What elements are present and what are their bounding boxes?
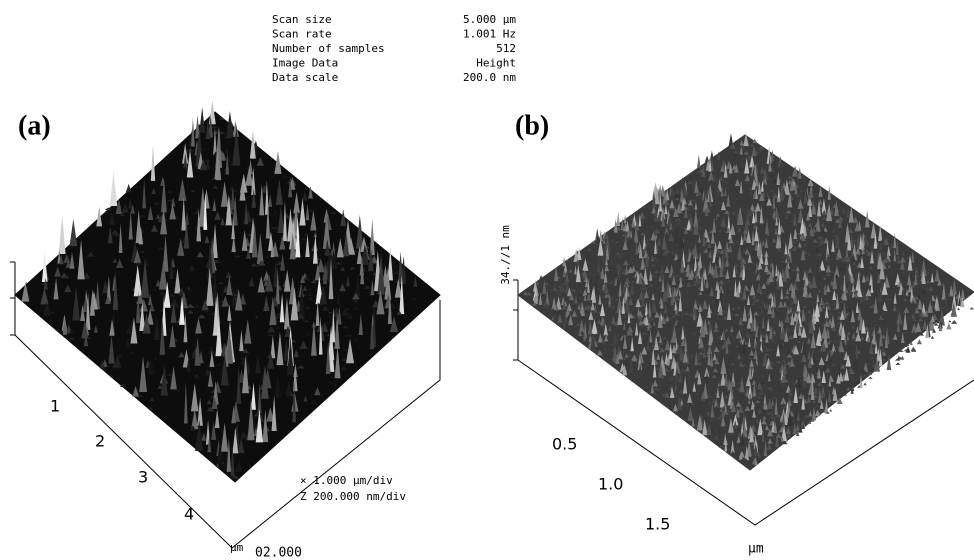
x-tick-label: 1 xyxy=(50,397,60,416)
param-value: 5.000 µm xyxy=(463,13,516,26)
surface-spike xyxy=(931,336,934,339)
param-label: Data scale xyxy=(272,71,338,84)
panel-label: (b) xyxy=(515,110,549,141)
panel-label: (a) xyxy=(18,110,51,141)
surface-spike xyxy=(863,382,866,385)
surface-spike xyxy=(917,339,922,344)
unit-label: µm xyxy=(748,542,764,557)
scale-label: Z 200.000 nm/div xyxy=(300,490,406,503)
param-label: Scan rate xyxy=(272,28,332,41)
surface-spike xyxy=(895,362,900,364)
z-axis-label: 34.//1 nm xyxy=(499,225,512,285)
param-value: 512 xyxy=(496,42,516,55)
x-tick-label: 1.5 xyxy=(645,515,670,534)
surface-a xyxy=(15,100,440,482)
surface-spike xyxy=(868,377,872,379)
surface-spike xyxy=(951,320,957,324)
surface-spike xyxy=(957,307,960,310)
surface-spike xyxy=(126,184,132,192)
surface-spike xyxy=(697,155,701,168)
param-value: 1.001 Hz xyxy=(463,28,516,41)
corner-label: 02.000 xyxy=(255,546,302,560)
surface-spike xyxy=(70,219,78,246)
surface-spike xyxy=(59,215,66,254)
surface-spike xyxy=(370,219,375,256)
surface-b xyxy=(518,133,974,470)
surface-spike xyxy=(829,409,832,411)
surface-spike xyxy=(705,156,710,163)
param-label: Number of samples xyxy=(272,42,385,55)
z-ticks xyxy=(10,262,15,335)
x-tick-label: 3 xyxy=(138,468,148,487)
surface-spike xyxy=(110,171,118,206)
unit-label: µm xyxy=(230,541,244,554)
surface-spike xyxy=(946,323,951,330)
surface-spike xyxy=(616,212,620,226)
x-tick-label: 4 xyxy=(184,505,194,524)
z-ticks xyxy=(513,280,518,360)
surface-spike xyxy=(151,144,155,181)
surface-spike xyxy=(969,307,974,309)
x-tick-label: 2 xyxy=(95,432,105,451)
surface-spike xyxy=(199,107,205,132)
x-tick-label: 1.0 xyxy=(598,475,623,494)
scan-parameters: Scan size 5.000 µm Scan rate 1.001 Hz Number… xyxy=(272,13,516,84)
param-label: Image Data xyxy=(272,57,338,70)
param-label: Scan size xyxy=(272,13,332,26)
scale-label: × 1.000 µm/div xyxy=(300,474,393,487)
x-tick-label: 0.5 xyxy=(552,435,577,454)
surface-spike xyxy=(948,320,951,322)
param-value: 200.0 nm xyxy=(463,71,516,84)
param-value: Height xyxy=(476,57,516,70)
